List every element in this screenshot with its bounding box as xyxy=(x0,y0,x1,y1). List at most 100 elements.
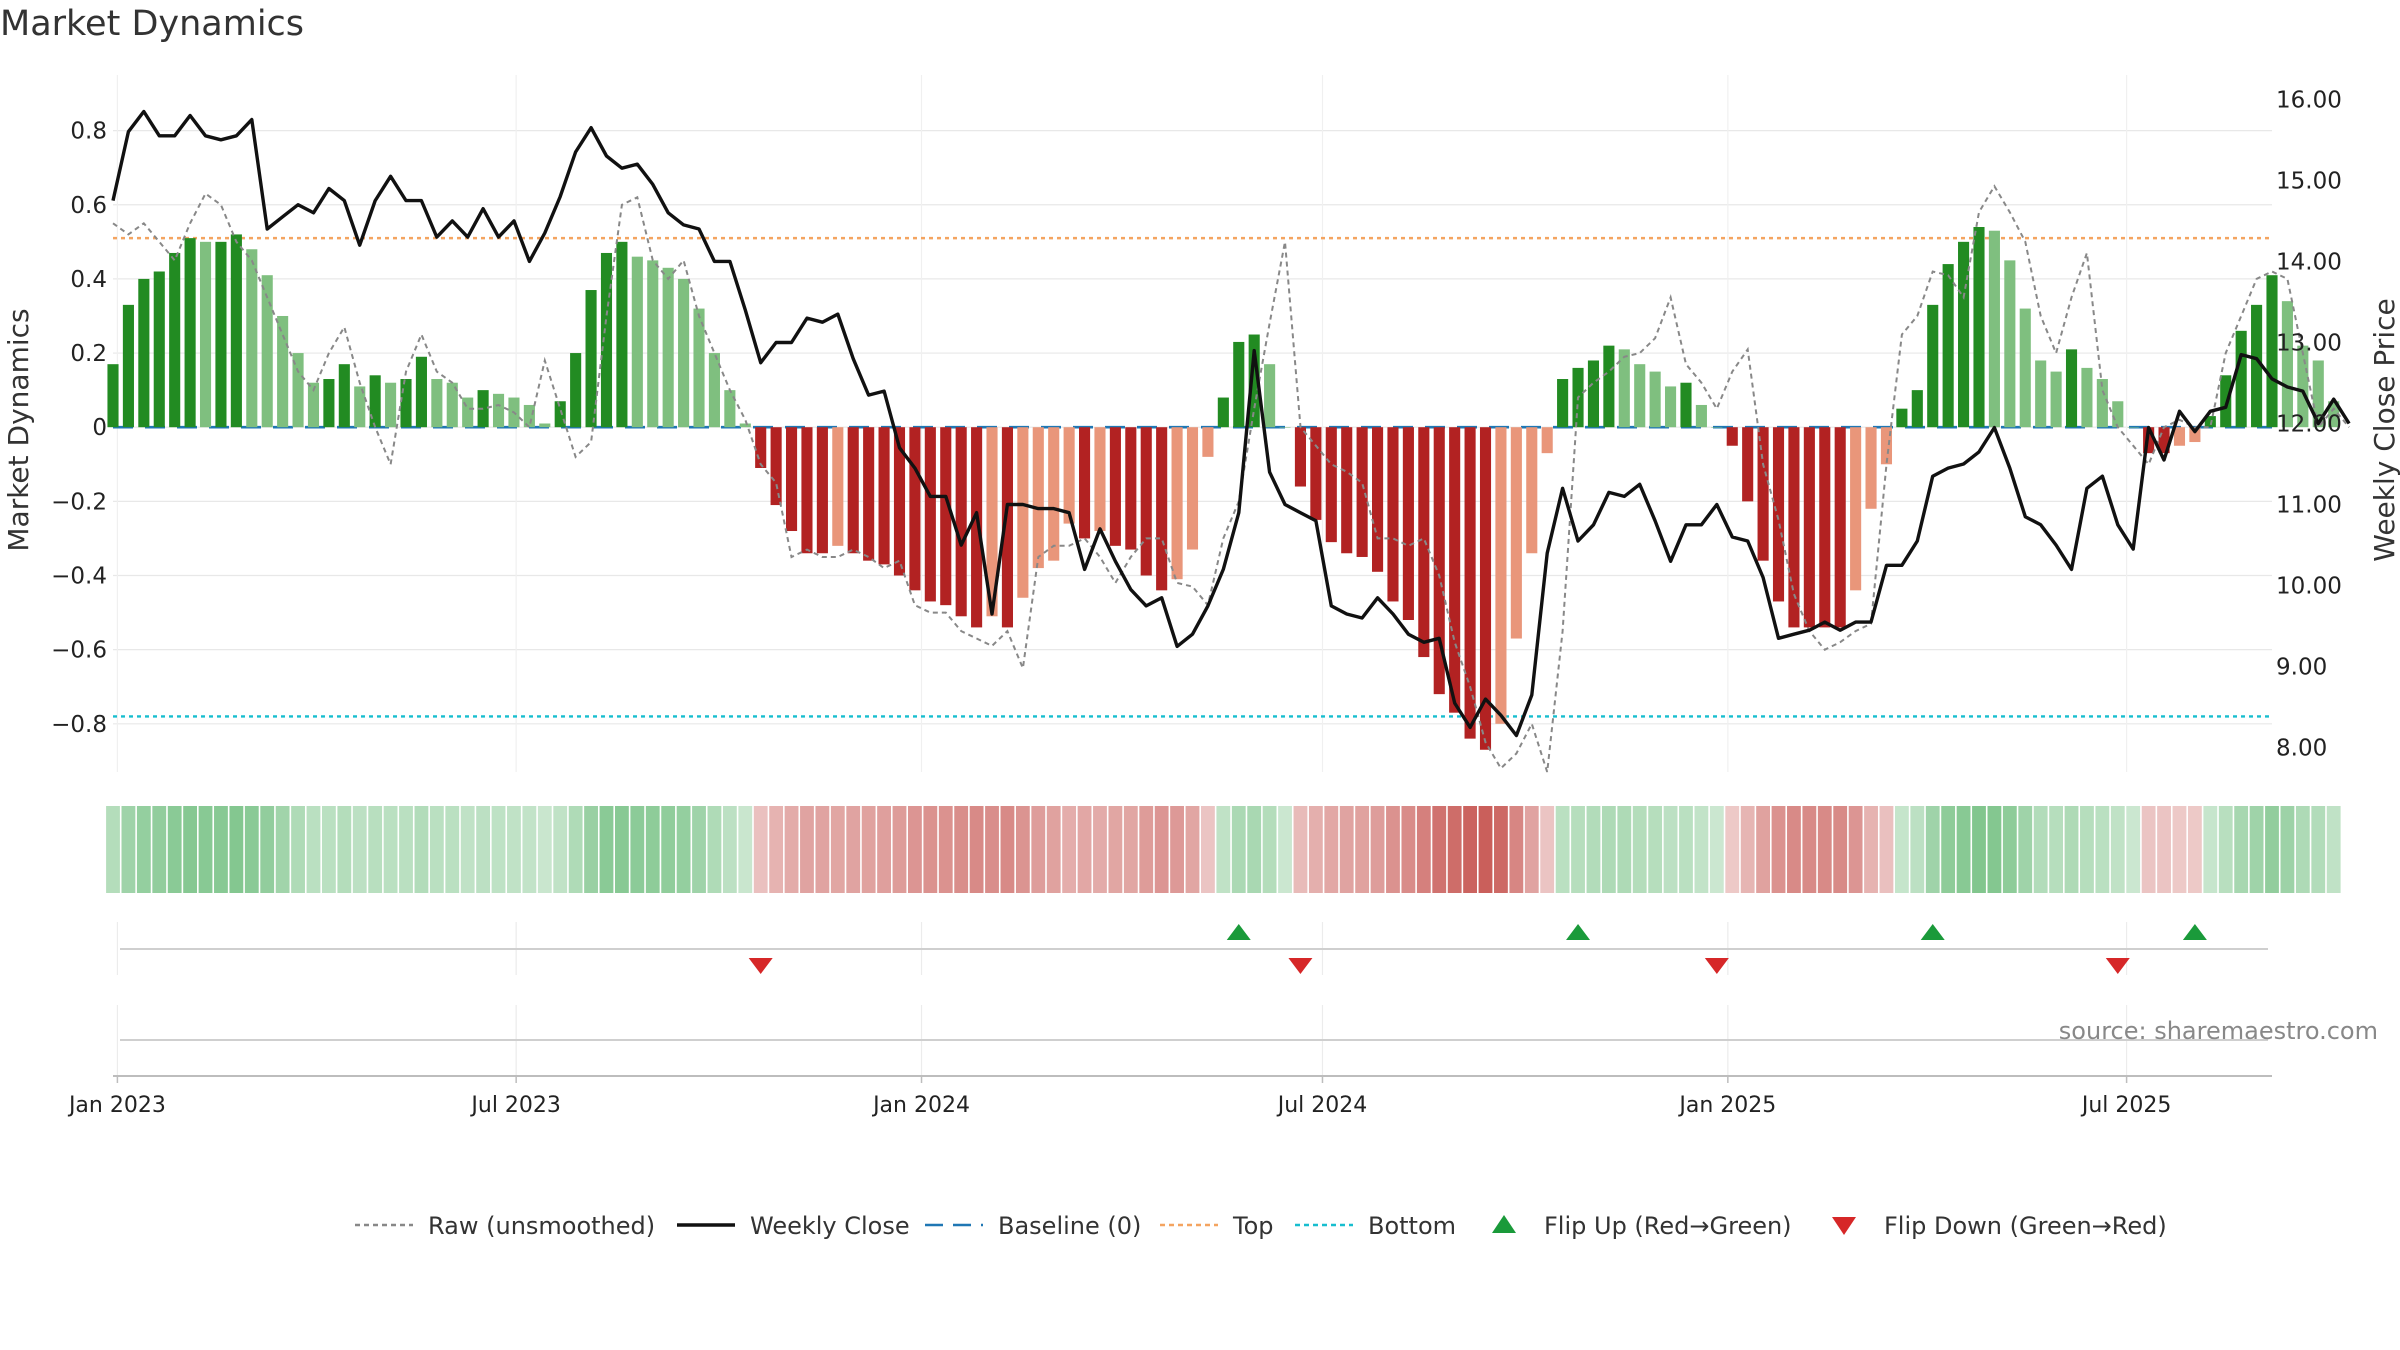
momentum-bar xyxy=(1680,382,1692,428)
momentum-bar xyxy=(940,427,952,606)
momentum-bar xyxy=(1449,427,1461,713)
momentum-bar xyxy=(1464,427,1476,739)
momentum-bar xyxy=(1356,427,1368,557)
momentum-bar xyxy=(107,364,119,428)
momentum-bar xyxy=(1156,427,1168,591)
regime-cell xyxy=(645,806,660,893)
momentum-bar xyxy=(1078,427,1091,539)
momentum-bar xyxy=(1310,427,1322,520)
legend-item: Flip Up (Red→Green) xyxy=(1492,1212,1792,1240)
regime-cell xyxy=(1278,806,1292,893)
regime-cell xyxy=(1077,806,1092,893)
regime-cell xyxy=(537,806,552,893)
regime-cell xyxy=(1555,806,1570,893)
regime-cell xyxy=(2049,806,2064,893)
momentum-bar xyxy=(1850,427,1862,591)
momentum-bar xyxy=(801,427,813,554)
momentum-bar xyxy=(1387,427,1399,602)
regime-cell xyxy=(1910,806,1925,893)
legend-flip-up-icon xyxy=(1492,1215,1516,1233)
regime-cell xyxy=(692,806,706,893)
regime-cell xyxy=(1139,806,1154,893)
momentum-bar xyxy=(277,315,289,428)
regime-cell xyxy=(985,806,999,893)
regime-cell xyxy=(1308,806,1323,893)
regime-cell xyxy=(2280,806,2295,893)
regime-cell xyxy=(306,806,321,893)
regime-cell xyxy=(1894,806,1909,893)
momentum-bar xyxy=(1341,427,1353,554)
regime-cell xyxy=(1586,806,1601,893)
regime-cell xyxy=(1725,806,1740,893)
regime-cell xyxy=(707,806,722,893)
axes: 0.8 0.6 0.4 0.2 0 −0.2 −0.4 −0.6 −0.8 16.00 15.00 1… xyxy=(51,87,2342,761)
regime-cell xyxy=(1879,806,1894,893)
momentum-bar xyxy=(1048,427,1060,561)
momentum-bar xyxy=(1526,427,1538,554)
regime-cell xyxy=(214,806,228,893)
regime-cell xyxy=(1478,806,1493,893)
regime-cell xyxy=(1000,806,1015,893)
momentum-bar xyxy=(1140,427,1152,576)
legend-item: Flip Down (Green→Red) xyxy=(1832,1212,2167,1240)
momentum-bar xyxy=(1942,264,1954,428)
regime-cell xyxy=(784,806,799,893)
regime-cell xyxy=(2172,806,2187,893)
y-tick-label: 0.2 xyxy=(70,341,107,367)
x-tick-label: Jan 2024 xyxy=(871,1093,970,1118)
momentum-bar xyxy=(554,401,566,428)
regime-cell xyxy=(1432,806,1447,893)
regime-cell xyxy=(136,806,151,893)
flip-down-marker xyxy=(1704,958,1729,974)
regime-cell xyxy=(167,806,182,893)
momentum-bar xyxy=(662,267,674,428)
regime-cell xyxy=(1355,806,1370,893)
momentum-bar xyxy=(385,382,397,428)
close-series xyxy=(111,109,2351,738)
momentum-bar xyxy=(261,275,273,428)
regime-cell xyxy=(2080,806,2094,893)
regime-cell xyxy=(553,806,568,893)
momentum-bar xyxy=(2266,275,2278,428)
regime-cell xyxy=(923,806,938,893)
regime-cell xyxy=(1185,806,1200,893)
y2-tick-label: 8.00 xyxy=(2276,736,2327,762)
y-tick-label: −0.4 xyxy=(51,564,107,590)
regime-cell xyxy=(2141,806,2156,893)
momentum-bar xyxy=(693,308,705,428)
legend-item: Bottom xyxy=(1295,1212,1456,1240)
x-tick-label: Jul 2025 xyxy=(2080,1093,2172,1118)
momentum-bar xyxy=(1248,334,1260,428)
regime-cell xyxy=(2126,806,2141,893)
momentum-bar xyxy=(1896,408,1908,428)
legend-label: Raw (unsmoothed) xyxy=(428,1212,655,1240)
y-tick-label: 0.8 xyxy=(70,119,107,145)
legend-item: Raw (unsmoothed) xyxy=(355,1212,655,1240)
regime-cell xyxy=(1941,806,1956,893)
momentum-bar xyxy=(369,375,381,428)
regime-cell xyxy=(1262,806,1277,893)
momentum-bar xyxy=(1911,390,1923,428)
regime-cell xyxy=(877,806,891,893)
momentum-bar xyxy=(2235,330,2247,428)
momentum-bar xyxy=(1264,364,1276,428)
momentum-bar xyxy=(1649,371,1661,428)
regime-cell xyxy=(2295,806,2310,893)
regime-cell xyxy=(1216,806,1231,893)
regime-cell xyxy=(414,806,429,893)
regime-cell xyxy=(1447,806,1462,893)
regime-cell xyxy=(1571,806,1585,893)
regime-cell xyxy=(1154,806,1169,893)
regime-cell xyxy=(1339,806,1354,893)
regime-cell xyxy=(2203,806,2218,893)
momentum-bar xyxy=(647,260,659,428)
regime-cell xyxy=(1201,806,1215,893)
date-axis: Jan 2023 Jul 2023 Jan 2024 Jul 2024 Jan 2025… xyxy=(67,1039,2272,1118)
momentum-bar xyxy=(492,393,505,428)
momentum-bar xyxy=(785,427,798,532)
regime-cell xyxy=(614,806,629,893)
regime-cell xyxy=(846,806,861,893)
momentum-bar xyxy=(1711,427,1723,428)
regime-cell xyxy=(1601,806,1616,893)
momentum-bar xyxy=(2158,427,2170,454)
